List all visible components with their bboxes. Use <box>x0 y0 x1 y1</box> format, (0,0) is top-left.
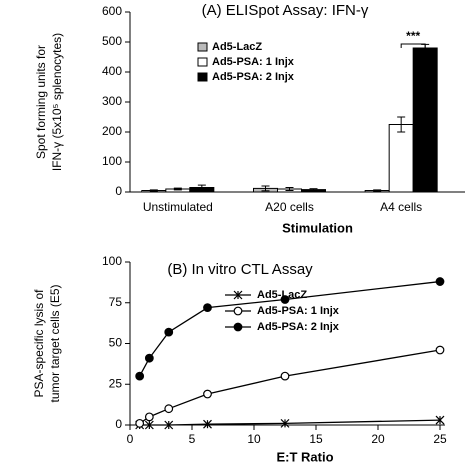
y-tick-label: 100 <box>102 254 122 268</box>
x-tick-label: A20 cells <box>265 200 314 214</box>
point <box>203 419 212 429</box>
y-tick-label: 500 <box>102 34 122 48</box>
point <box>144 353 154 363</box>
point <box>135 371 145 381</box>
bar <box>412 47 438 193</box>
chart-title: (B) In vitro CTL Assay <box>167 261 313 278</box>
x-tick-label: 10 <box>247 432 261 446</box>
error-bar <box>309 188 318 191</box>
legend-marker <box>233 290 243 300</box>
point <box>164 404 174 414</box>
x-tick-label: A4 cells <box>380 200 422 214</box>
legend-marker <box>233 322 243 332</box>
error-bar <box>197 184 206 191</box>
y-tick-label: 25 <box>109 376 123 390</box>
y-tick-label: 200 <box>102 124 122 138</box>
point <box>435 345 445 355</box>
legend-label: Ad5-PSA: 2 Injx <box>257 321 340 333</box>
y-tick-label: 0 <box>115 417 122 431</box>
legend-label: Ad5-PSA: 1 Injx <box>212 56 295 68</box>
point <box>280 295 290 304</box>
legend-swatch <box>197 72 208 82</box>
legend-swatch <box>197 42 208 52</box>
error-bar <box>373 189 382 192</box>
x-axis-label: E:T Ratio <box>276 449 333 464</box>
x-tick-label: 0 <box>127 432 134 446</box>
point <box>144 412 154 422</box>
point <box>435 277 445 286</box>
point <box>164 327 174 337</box>
x-tick-label: 20 <box>371 432 385 446</box>
x-tick-label: 25 <box>433 432 447 446</box>
significance-bracket <box>400 43 426 48</box>
error-bar <box>149 189 158 192</box>
point <box>203 303 212 313</box>
point <box>435 415 445 425</box>
y-axis-label: IFN-γ (5x10⁵ splenocytes) <box>50 33 64 171</box>
error-bar <box>397 116 406 133</box>
error-bar <box>261 185 270 192</box>
x-tick-label: Unstimulated <box>143 200 213 214</box>
x-tick-label: 5 <box>189 432 196 446</box>
legend-marker <box>233 306 243 316</box>
point <box>203 389 212 399</box>
point <box>164 420 174 430</box>
point <box>280 371 290 381</box>
error-bar <box>173 187 182 191</box>
point <box>135 418 145 428</box>
chart-title: (A) ELISpot Assay: IFN-γ <box>202 2 369 19</box>
bar <box>388 124 414 193</box>
legend-label: Ad5-PSA: 1 Injx <box>257 305 340 317</box>
y-tick-label: 100 <box>102 154 122 168</box>
y-tick-label: 400 <box>102 64 122 78</box>
legend-label: Ad5-PSA: 2 Injx <box>212 71 295 83</box>
series-line <box>139 349 441 424</box>
point <box>144 420 154 430</box>
series-line <box>139 419 441 426</box>
error-bar <box>285 187 294 191</box>
x-axis-label: Stimulation <box>282 220 353 235</box>
legend-label: Ad5-LacZ <box>212 41 262 53</box>
annotation: *** <box>406 29 420 43</box>
y-axis-label: tumor target cells (E5) <box>48 284 62 402</box>
y-axis-label: PSA-specific lysis of <box>32 289 46 398</box>
point <box>280 418 290 428</box>
y-tick-label: 75 <box>109 295 123 309</box>
y-tick-label: 600 <box>102 4 122 18</box>
y-tick-label: 0 <box>115 184 122 198</box>
y-tick-label: 50 <box>109 336 123 350</box>
y-axis-label: Spot forming units for <box>34 45 48 159</box>
y-tick-label: 300 <box>102 94 122 108</box>
legend-swatch <box>197 57 208 67</box>
x-tick-label: 15 <box>309 432 323 446</box>
